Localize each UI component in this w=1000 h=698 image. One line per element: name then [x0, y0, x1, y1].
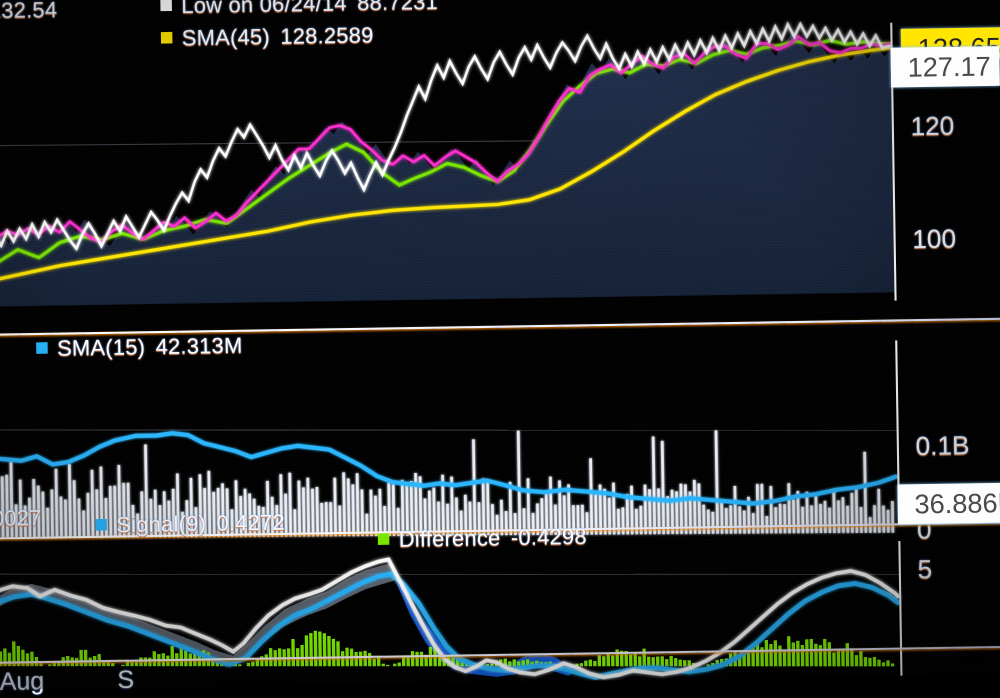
- macd-legend-value: -0.0027: [0, 506, 42, 532]
- date-label-sep: S: [117, 666, 134, 694]
- price-axis-label-120: 120: [910, 112, 954, 143]
- volume-sma-line: [0, 422, 898, 516]
- volume-axis-label-top: 0.1B: [915, 431, 969, 462]
- macd-legend-signal: Signal(9) 0.4272: [95, 511, 285, 539]
- volume-value-flag: 36.886M: [897, 482, 1000, 524]
- price-panel: 15 132.54 Last127.17 Low on 06/24/1488.7…: [0, 0, 1000, 340]
- macd-legend-signal-label: Signal(9): [116, 512, 206, 537]
- price-area-fill: [0, 31, 894, 307]
- macd-legend-signal-value: 0.4272: [216, 511, 285, 536]
- swatch-cyan-icon: [95, 519, 107, 531]
- macd-axis-line: [899, 541, 901, 676]
- macd-axis-label-5: 5: [917, 555, 932, 586]
- date-axis: Aug S: [0, 665, 207, 696]
- price-chart-svg: [0, 0, 1000, 340]
- date-label-aug: Aug: [0, 667, 44, 696]
- last-price-flag: 127.17: [891, 46, 1000, 87]
- macd-legend-value-text: -0.0027: [0, 506, 42, 531]
- price-axis-label-100: 100: [912, 224, 956, 255]
